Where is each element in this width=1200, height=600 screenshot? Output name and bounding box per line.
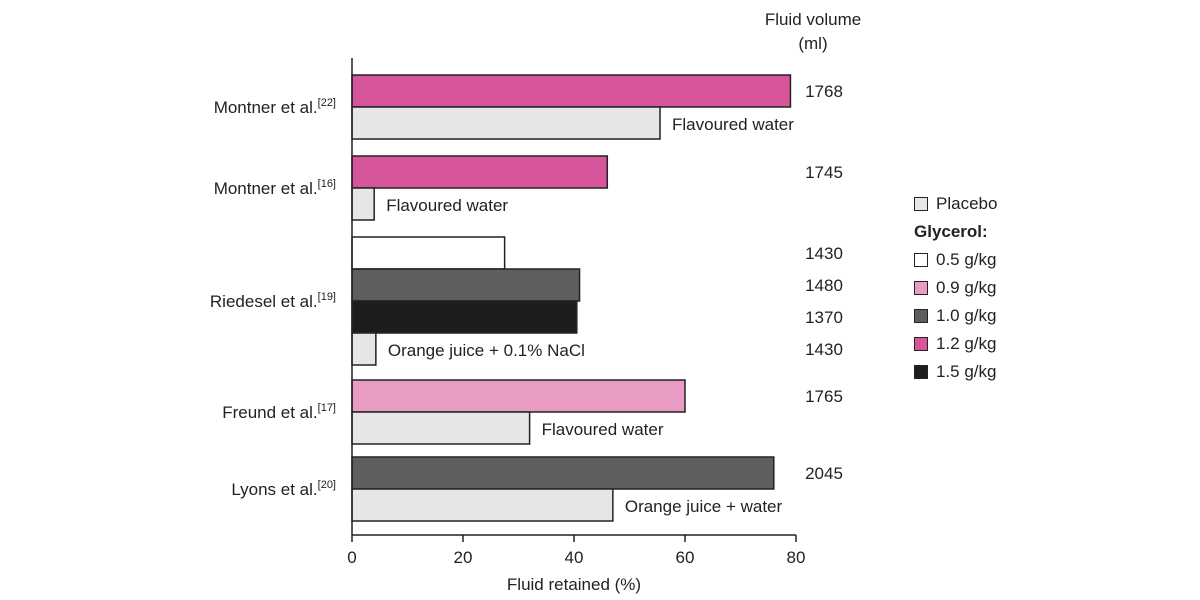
volume-label: 1430 <box>805 340 843 359</box>
legend-label-placebo: Placebo <box>936 194 998 213</box>
legend-label-1-5: 1.5 g/kg <box>936 362 997 381</box>
bar-annotation: Flavoured water <box>386 196 508 215</box>
x-axis-label: Fluid retained (%) <box>507 575 641 594</box>
bar-0-5-g-kg <box>351 236 506 270</box>
x-tick-label: 20 <box>454 548 473 567</box>
bar-placebo <box>351 488 614 522</box>
bar-1-0-g-kg <box>351 268 581 302</box>
legend-item-1-2: 1.2 g/kg <box>914 330 997 358</box>
legend-label-0-9: 0.9 g/kg <box>936 278 997 297</box>
bar-annotation: Orange juice + water <box>625 497 783 516</box>
bar-placebo <box>351 332 377 366</box>
legend-label-0-5: 0.5 g/kg <box>936 250 997 269</box>
study-label: Montner et al.[16] <box>214 178 336 198</box>
bar-annotation: Flavoured water <box>542 420 664 439</box>
legend-item-0-5: 0.5 g/kg <box>914 246 997 274</box>
legend: Placebo Glycerol: 0.5 g/kg 0.9 g/kg 1.0 … <box>914 190 997 386</box>
legend-group-title: Glycerol: <box>914 222 988 241</box>
x-tick-label: 0 <box>347 548 356 567</box>
legend-swatch-1-5 <box>914 365 928 379</box>
legend-swatch-placebo <box>914 197 928 211</box>
legend-swatch-0-5 <box>914 253 928 267</box>
study-label: Freund et al.[17] <box>222 402 336 422</box>
study-label: Lyons et al.[20] <box>231 479 336 499</box>
volume-label: 1745 <box>805 163 843 182</box>
legend-label-1-2: 1.2 g/kg <box>936 334 997 353</box>
bar-1-2-g-kg <box>351 74 792 108</box>
volume-label: 1370 <box>805 308 843 327</box>
volume-label: 2045 <box>805 464 843 483</box>
x-tick-label: 80 <box>787 548 806 567</box>
bar-placebo <box>351 411 531 445</box>
fluid-volume-header-line1: Fluid volume <box>764 10 862 29</box>
bar-1-0-g-kg <box>351 456 775 490</box>
legend-swatch-1-0 <box>914 309 928 323</box>
bar-1-2-g-kg <box>351 155 609 189</box>
fluid-volume-header: Fluid volume (ml) <box>748 8 878 56</box>
volume-label: 1768 <box>805 82 843 101</box>
study-label: Montner et al.[22] <box>214 97 336 117</box>
legend-item-1-0: 1.0 g/kg <box>914 302 997 330</box>
legend-item-1-5: 1.5 g/kg <box>914 358 997 386</box>
bar-annotation: Flavoured water <box>672 115 794 134</box>
legend-swatch-0-9 <box>914 281 928 295</box>
legend-item-placebo: Placebo <box>914 190 997 218</box>
volume-label: 1480 <box>805 276 843 295</box>
bar-placebo <box>351 187 375 221</box>
volume-label: 1430 <box>805 244 843 263</box>
bar-1-5-g-kg <box>351 300 578 334</box>
bar-0-9-g-kg <box>351 379 686 413</box>
legend-label-1-0: 1.0 g/kg <box>936 306 997 325</box>
x-tick-label: 60 <box>676 548 695 567</box>
legend-swatch-1-2 <box>914 337 928 351</box>
legend-item-0-9: 0.9 g/kg <box>914 274 997 302</box>
bar-placebo <box>351 106 661 140</box>
x-tick-label: 40 <box>565 548 584 567</box>
volume-label: 1765 <box>805 387 843 406</box>
study-label: Riedesel et al.[19] <box>210 291 336 311</box>
fluid-volume-header-line2: (ml) <box>798 34 828 53</box>
bar-annotation: Orange juice + 0.1% NaCl <box>388 341 585 360</box>
